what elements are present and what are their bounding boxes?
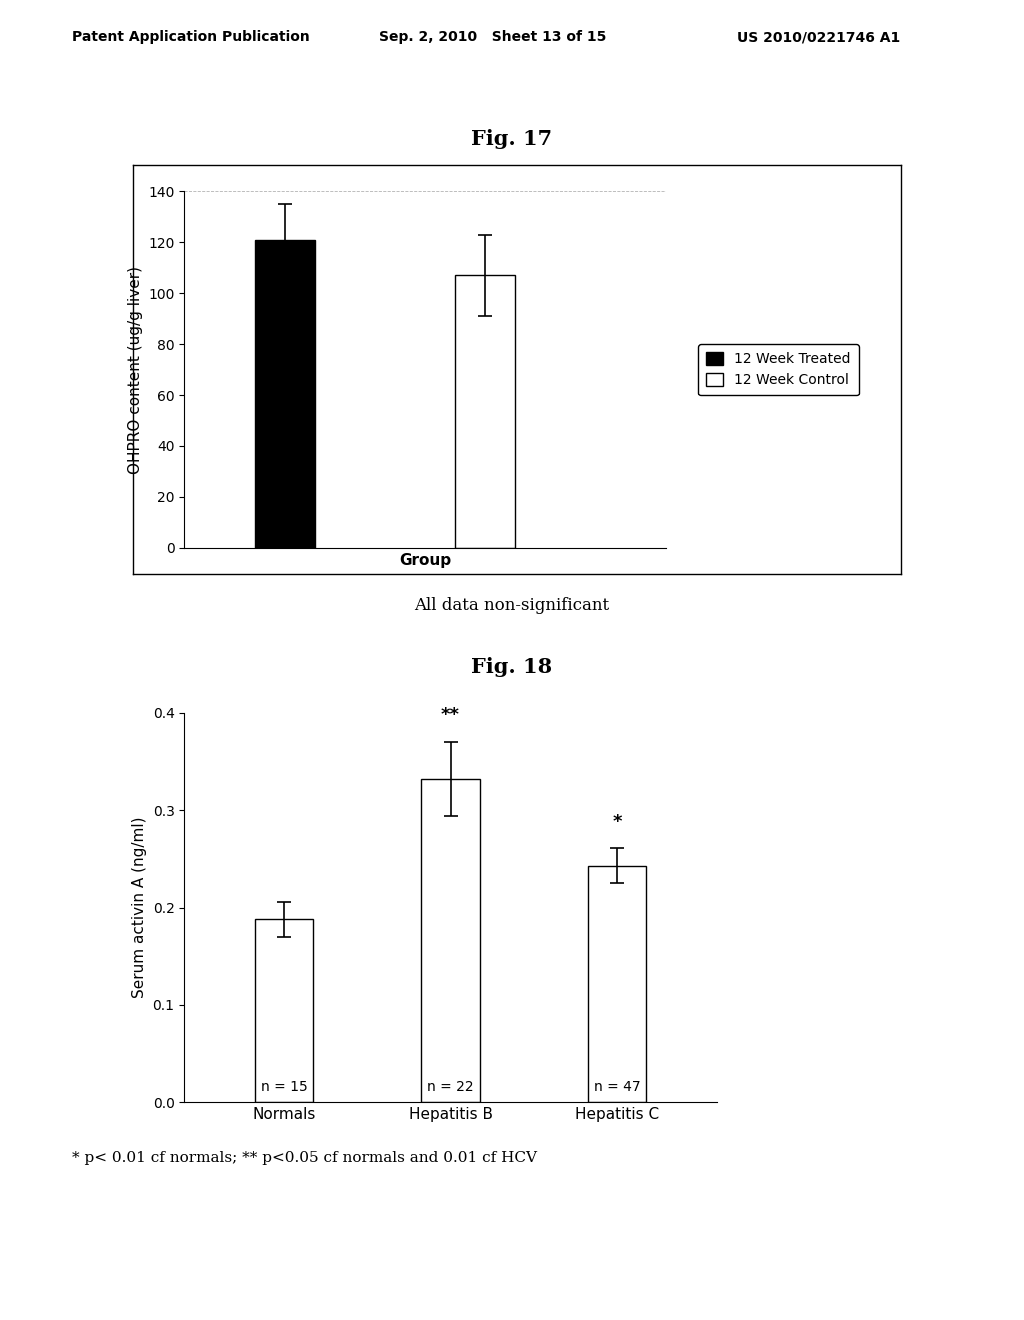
Text: n = 22: n = 22 <box>427 1080 474 1094</box>
Text: **: ** <box>441 706 460 725</box>
Y-axis label: Serum activin A (ng/ml): Serum activin A (ng/ml) <box>132 817 147 998</box>
Text: US 2010/0221746 A1: US 2010/0221746 A1 <box>737 30 900 45</box>
Bar <box>255 240 314 548</box>
Text: Patent Application Publication: Patent Application Publication <box>72 30 309 45</box>
Text: * p< 0.01 cf normals; ** p<0.05 cf normals and 0.01 cf HCV: * p< 0.01 cf normals; ** p<0.05 cf norma… <box>72 1151 537 1166</box>
X-axis label: Group: Group <box>399 553 451 569</box>
Bar <box>455 276 515 548</box>
Text: Sep. 2, 2010   Sheet 13 of 15: Sep. 2, 2010 Sheet 13 of 15 <box>379 30 606 45</box>
Text: *: * <box>612 813 622 830</box>
Text: n = 47: n = 47 <box>594 1080 640 1094</box>
Bar <box>422 779 479 1102</box>
Text: All data non-significant: All data non-significant <box>415 597 609 614</box>
Text: Fig. 18: Fig. 18 <box>471 656 553 677</box>
Text: Fig. 17: Fig. 17 <box>471 128 553 149</box>
Legend: 12 Week Treated, 12 Week Control: 12 Week Treated, 12 Week Control <box>697 343 859 396</box>
Bar <box>255 919 313 1102</box>
Y-axis label: OHPRO content (ug/g liver): OHPRO content (ug/g liver) <box>128 265 142 474</box>
Text: n = 15: n = 15 <box>261 1080 307 1094</box>
Bar <box>588 866 646 1102</box>
